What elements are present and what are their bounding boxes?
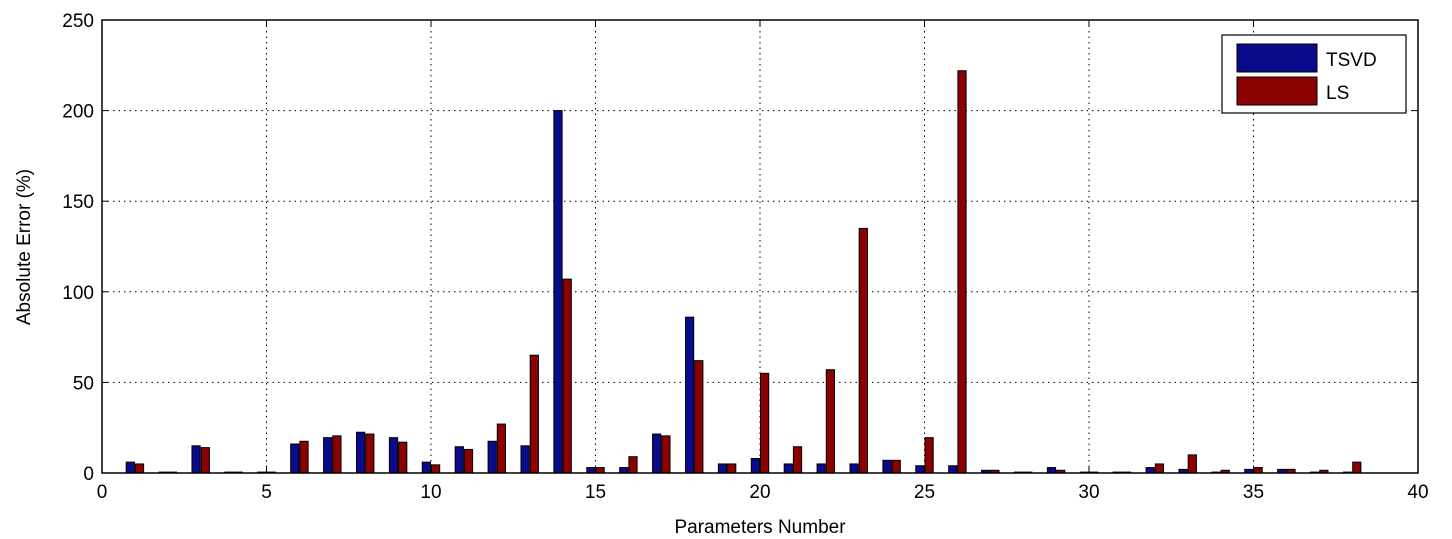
bar-ls-12 [496, 423, 507, 474]
bar-ls-24 [891, 459, 901, 474]
y-tick-label: 250 [62, 11, 94, 32]
bar-ls-8 [365, 433, 375, 474]
bar-ls-15 [595, 467, 605, 474]
bar-ls-33 [1187, 454, 1197, 474]
bar-ls-21 [792, 446, 803, 474]
bar-tsvd-25 [915, 465, 925, 474]
x-tick-label: 20 [749, 482, 770, 503]
bar-ls-10 [430, 464, 441, 474]
bar-tsvd-24 [882, 459, 892, 474]
bar-ls-3 [200, 447, 210, 474]
bar-tsvd-9 [388, 437, 399, 474]
bar-ls-19 [727, 463, 737, 474]
x-tick-label: 10 [420, 482, 441, 503]
y-tick-label: 100 [62, 283, 94, 304]
legend: TSVD LS [1221, 34, 1407, 114]
bar-tsvd-12 [487, 440, 497, 474]
y-tick-label: 200 [62, 102, 94, 123]
bar-tsvd-16 [619, 467, 629, 474]
bar-tsvd-1 [125, 461, 135, 474]
bar-tsvd-22 [816, 463, 826, 474]
legend-label-ls: LS [1326, 83, 1349, 104]
bar-ls-38 [1352, 461, 1362, 474]
bar-tsvd-21 [783, 463, 793, 474]
bar-tsvd-6 [290, 443, 300, 474]
y-tick-label: 0 [83, 464, 94, 485]
bar-ls-16 [628, 456, 638, 474]
bar-ls-6 [299, 440, 309, 474]
bar-ls-11 [463, 448, 474, 474]
bar-tsvd-14 [553, 110, 563, 474]
x-tick-label: 40 [1407, 482, 1428, 503]
legend-swatch-tsvd [1236, 43, 1318, 73]
bar-ls-20 [759, 372, 770, 474]
x-tick-label: 35 [1243, 482, 1264, 503]
bar-tsvd-23 [849, 463, 859, 474]
bar-tsvd-7 [323, 437, 333, 474]
bar-tsvd-32 [1145, 467, 1155, 474]
x-tick-label: 30 [1078, 482, 1099, 503]
axis-ticks: 0 5 10 15 20 25 30 35 40 0 50 100 150 200 250 [62, 11, 1428, 503]
bar-ls-35 [1253, 467, 1263, 474]
bar-tsvd-8 [355, 431, 366, 474]
y-tick-label: 150 [62, 192, 94, 213]
bar-tsvd-17 [652, 433, 662, 474]
x-tick-label: 25 [914, 482, 935, 503]
bar-tsvd-29 [1046, 467, 1057, 474]
bar-ls-7 [332, 435, 342, 474]
bar-tsvd-10 [421, 461, 432, 474]
bars-group [125, 70, 1362, 474]
x-tick-label: 15 [585, 482, 606, 503]
x-axis-title: Parameters Number [674, 517, 846, 538]
y-axis-title: Absolute Error (%) [14, 169, 35, 325]
bar-tsvd-18 [684, 316, 695, 474]
bar-ls-17 [661, 435, 671, 474]
bar-tsvd-26 [948, 465, 958, 474]
bar-tsvd-11 [454, 446, 464, 474]
x-tick-label: 5 [261, 482, 272, 503]
bar-tsvd-19 [717, 463, 728, 474]
bar-ls-1 [134, 463, 145, 474]
bar-tsvd-20 [750, 458, 761, 474]
bar-ls-22 [825, 369, 836, 474]
x-tick-label: 0 [97, 482, 108, 503]
grid-lines [102, 20, 1418, 473]
bar-ls-14 [562, 278, 572, 474]
bar-ls-13 [529, 354, 539, 474]
bar-tsvd-13 [520, 445, 530, 474]
bar-ls-32 [1154, 463, 1165, 474]
legend-label-tsvd: TSVD [1326, 50, 1377, 71]
bar-ls-26 [957, 70, 967, 474]
bar-tsvd-3 [191, 445, 201, 474]
bar-ls-23 [858, 227, 868, 474]
y-tick-label: 50 [73, 373, 94, 394]
bar-tsvd-15 [586, 467, 596, 474]
bar-ls-18 [694, 360, 704, 474]
bar-ls-9 [398, 441, 408, 474]
legend-swatch-ls [1236, 76, 1318, 106]
bar-ls-25 [924, 437, 934, 474]
